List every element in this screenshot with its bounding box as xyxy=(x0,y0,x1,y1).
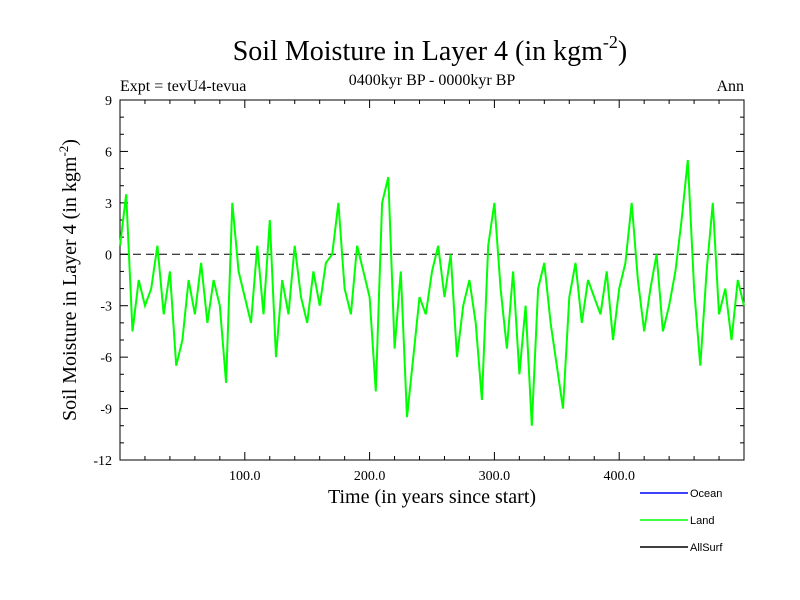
x-tick-label: 200.0 xyxy=(354,469,386,484)
y-tick-label: 0 xyxy=(105,248,112,263)
legend-label: Land xyxy=(690,515,714,527)
y-tick-label: 3 xyxy=(105,197,112,212)
y-tick-label: -3 xyxy=(100,300,112,315)
x-tick-label: 100.0 xyxy=(229,469,261,484)
x-axis-label: Time (in years since start) xyxy=(328,486,536,508)
y-axis-label: Soil Moisture in Layer 4 (in kgm-2) xyxy=(56,139,81,421)
period-label: 0400kyr BP - 0000kyr BP xyxy=(349,72,516,89)
y-tick-label: -9 xyxy=(100,403,112,418)
y-tick-label: -12 xyxy=(93,454,112,469)
land-series-line xyxy=(119,159,745,426)
legend-label: Ocean xyxy=(690,488,722,500)
chart-title: Soil Moisture in Layer 4 (in kgm-2) xyxy=(233,32,628,67)
experiment-label: Expt = tevU4-tevua xyxy=(120,78,246,95)
legend-label: AllSurf xyxy=(690,542,723,554)
x-tick-label: 300.0 xyxy=(479,469,511,484)
x-tick-label: 400.0 xyxy=(603,469,635,484)
y-tick-label: 9 xyxy=(105,94,112,109)
plot-frame xyxy=(119,99,745,461)
x-axis: 100.0 200.0 300.0 400.0 xyxy=(144,100,720,484)
y-axis: -12 -9 -6 -3 0 3 6 9 xyxy=(93,94,744,469)
legend: Ocean Land AllSurf xyxy=(640,488,723,554)
y-tick-label: 6 xyxy=(105,145,112,160)
season-label: Ann xyxy=(716,78,744,95)
y-tick-label: -6 xyxy=(100,351,112,366)
